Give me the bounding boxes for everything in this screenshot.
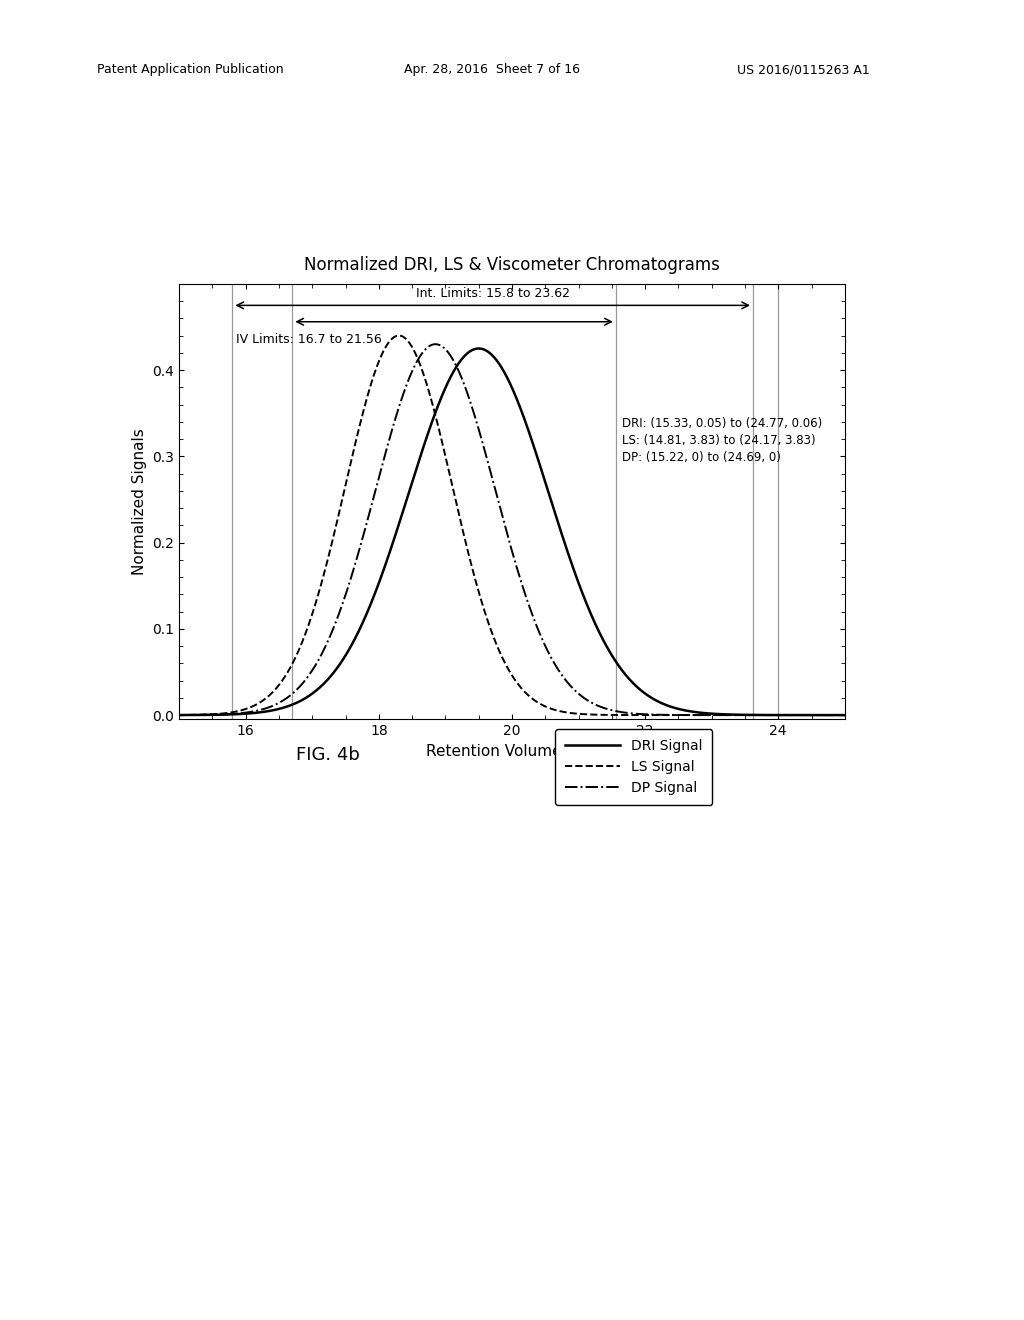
- LS Signal: [972, 708, 984, 723]
- Text: US 2016/0115263 A1: US 2016/0115263 A1: [737, 63, 870, 77]
- DP Signal: [397, 385, 410, 401]
- Text: Patent Application Publication: Patent Application Publication: [97, 63, 284, 77]
- DP Signal: [429, 337, 441, 352]
- LS Signal: [438, 442, 451, 458]
- LS Signal: [397, 329, 410, 345]
- Text: Int. Limits: 15.8 to 23.62: Int. Limits: 15.8 to 23.62: [416, 288, 569, 300]
- DP Signal: [40, 708, 52, 723]
- DRI Signal: [853, 708, 865, 723]
- DP Signal: [146, 708, 159, 723]
- LS Signal: [202, 706, 214, 722]
- LS Signal: [392, 327, 404, 343]
- DRI Signal: [972, 708, 984, 723]
- DRI Signal: [472, 341, 484, 356]
- DRI Signal: [953, 708, 966, 723]
- Text: Apr. 28, 2016  Sheet 7 of 16: Apr. 28, 2016 Sheet 7 of 16: [404, 63, 581, 77]
- DRI Signal: [437, 384, 450, 400]
- Y-axis label: Normalized Signals: Normalized Signals: [132, 428, 146, 576]
- DP Signal: [953, 708, 966, 723]
- Text: DRI: (15.33, 0.05) to (24.77, 0.06)
LS: (14.81, 3.83) to (24.17, 3.83)
DP: (15.2: DRI: (15.33, 0.05) to (24.77, 0.06) LS: …: [622, 417, 822, 465]
- Text: FIG. 4b: FIG. 4b: [296, 746, 359, 764]
- DP Signal: [853, 708, 865, 723]
- DP Signal: [202, 708, 214, 723]
- Line: DP Signal: DP Signal: [46, 345, 978, 715]
- X-axis label: Retention Volume (ml): Retention Volume (ml): [426, 743, 598, 759]
- Line: LS Signal: LS Signal: [46, 335, 978, 715]
- DRI Signal: [202, 708, 214, 723]
- DP Signal: [972, 708, 984, 723]
- DRI Signal: [397, 502, 410, 517]
- DRI Signal: [40, 708, 52, 723]
- Title: Normalized DRI, LS & Viscometer Chromatograms: Normalized DRI, LS & Viscometer Chromato…: [304, 256, 720, 275]
- Line: DRI Signal: DRI Signal: [46, 348, 978, 715]
- LS Signal: [146, 708, 159, 723]
- Legend: DRI Signal, LS Signal, DP Signal: DRI Signal, LS Signal, DP Signal: [555, 729, 713, 805]
- LS Signal: [853, 708, 865, 723]
- DRI Signal: [146, 708, 159, 723]
- LS Signal: [953, 708, 966, 723]
- DP Signal: [438, 341, 451, 356]
- LS Signal: [40, 708, 52, 723]
- Text: IV Limits: 16.7 to 21.56: IV Limits: 16.7 to 21.56: [236, 333, 382, 346]
